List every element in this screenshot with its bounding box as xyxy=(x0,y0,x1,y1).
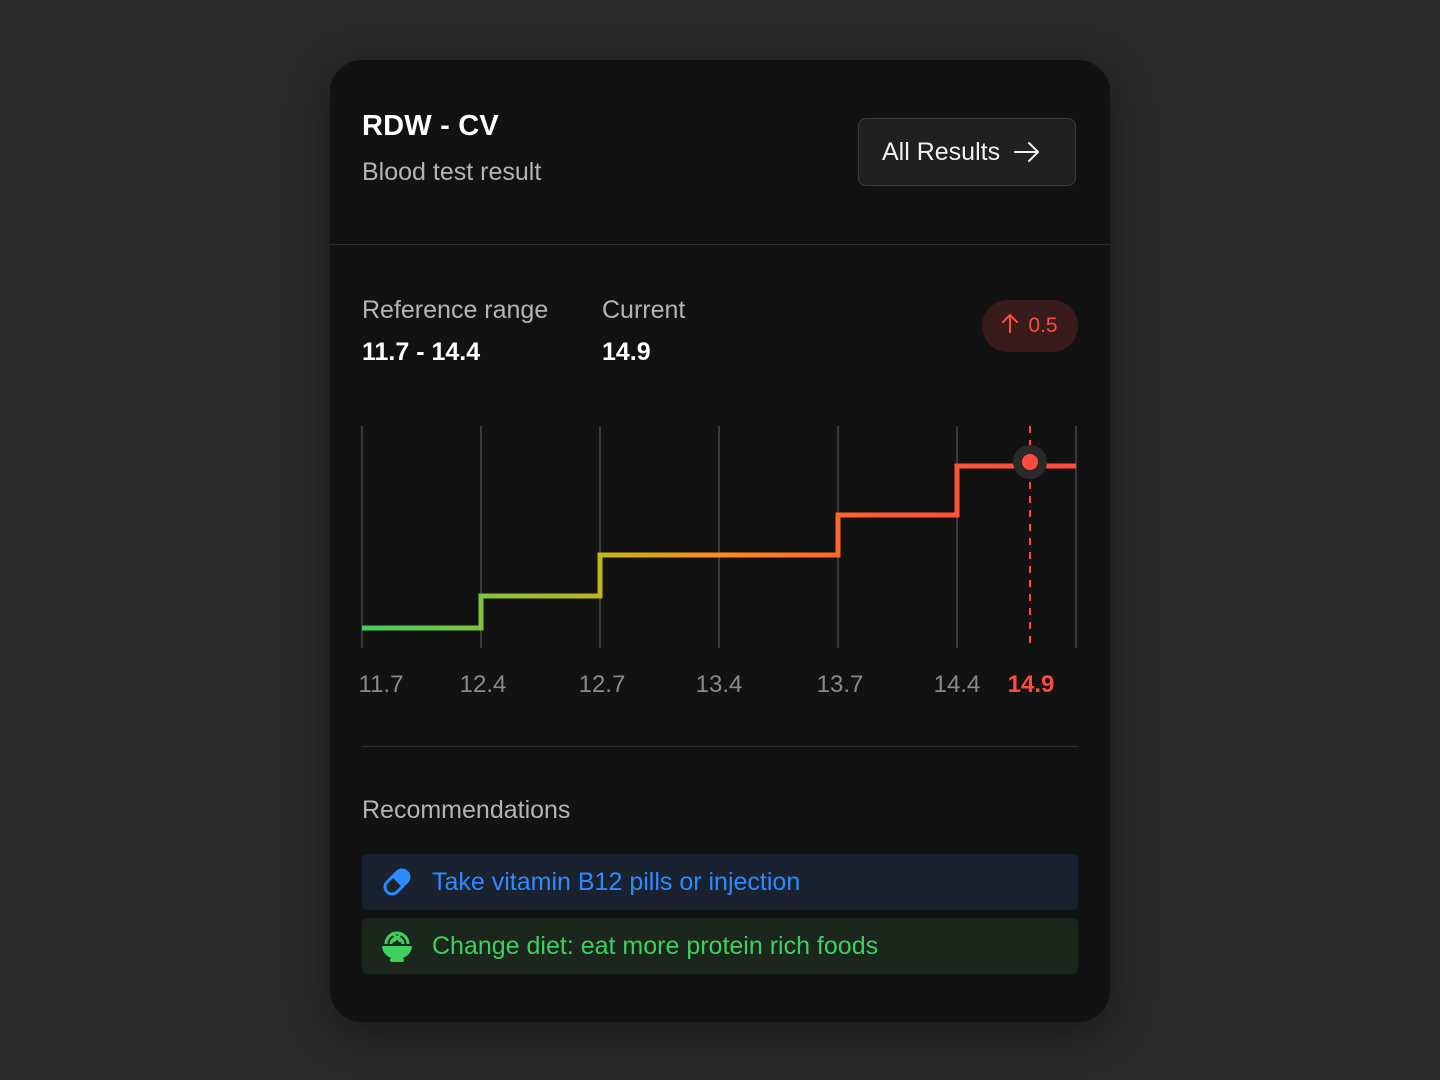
section-divider xyxy=(362,746,1078,747)
recommendation-item-vitamin[interactable]: Take vitamin B12 pills or injection xyxy=(362,854,1078,910)
current-tick-label: 14.9 xyxy=(1008,671,1055,698)
recommendation-item-diet[interactable]: Change diet: eat more protein rich foods xyxy=(362,918,1078,974)
page-subtitle: Blood test result xyxy=(362,158,542,186)
all-results-label: All Results xyxy=(882,137,1001,166)
page-title: RDW - CV xyxy=(362,110,499,142)
delta-value: 0.5 xyxy=(1028,314,1058,337)
reference-range-label: Reference range xyxy=(362,296,549,324)
current-marker-dot xyxy=(1022,454,1038,470)
arrow-right-icon xyxy=(1014,141,1040,163)
recommendation-text: Change diet: eat more protein rich foods xyxy=(432,931,879,960)
result-card: RDW - CV Blood test result All Results R… xyxy=(330,60,1110,1022)
tick-label: 12.4 xyxy=(460,671,507,698)
step-line xyxy=(362,463,1076,631)
tick-label: 13.4 xyxy=(696,671,743,698)
pill-icon xyxy=(380,865,414,899)
current-value: 14.9 xyxy=(602,338,651,366)
recommendation-text: Take vitamin B12 pills or injection xyxy=(432,867,801,896)
current-label: Current xyxy=(602,296,686,324)
arrow-up-icon xyxy=(1002,313,1019,339)
recommendations-title: Recommendations xyxy=(362,796,571,824)
tick-label: 11.7 xyxy=(359,671,404,698)
tick-label: 12.7 xyxy=(579,671,626,698)
reference-range-value: 11.7 - 14.4 xyxy=(362,338,481,366)
step-chart: 11.7 12.4 12.7 13.4 13.7 14.4 14.9 xyxy=(359,426,1077,698)
food-bowl-icon xyxy=(380,929,414,963)
tick-label: 14.4 xyxy=(934,671,981,698)
tick-label: 13.7 xyxy=(817,671,864,698)
all-results-button[interactable]: All Results xyxy=(858,118,1076,186)
delta-badge: 0.5 xyxy=(982,300,1078,352)
card-header: RDW - CV Blood test result All Results xyxy=(330,60,1110,245)
